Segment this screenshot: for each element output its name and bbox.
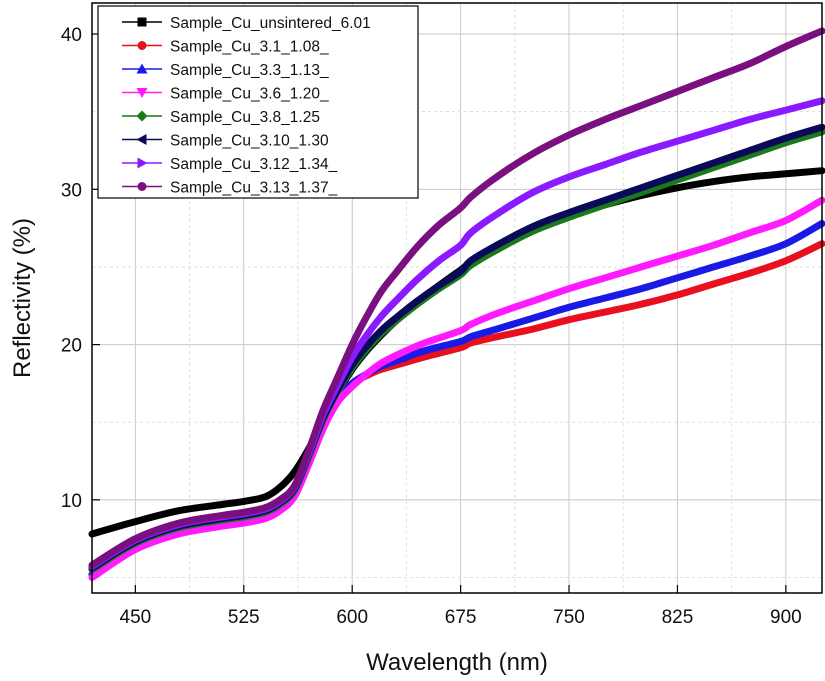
legend-marker — [137, 157, 148, 169]
x-tick-label: 450 — [120, 607, 152, 628]
y-tick-label: 10 — [61, 491, 82, 512]
series-line-0 — [88, 167, 825, 538]
legend-label: Sample_Cu_unsintered_6.01 — [170, 15, 371, 32]
legend-label: Sample_Cu_3.8_1.25 — [170, 109, 320, 126]
legend-label: Sample_Cu_3.3_1.13_ — [170, 62, 329, 79]
plot-frame — [91, 2, 823, 594]
y-tick-label: 40 — [61, 25, 82, 46]
x-tick-label: 600 — [336, 607, 368, 628]
x-tick-label: 900 — [770, 607, 802, 628]
legend-label: Sample_Cu_3.6_1.20_ — [170, 86, 329, 103]
legend-label: Sample_Cu_3.10_1.30 — [170, 133, 329, 150]
y-tick-label: 30 — [61, 180, 82, 201]
data-series — [88, 27, 825, 581]
legend-marker — [136, 88, 148, 98]
legend-marker — [137, 17, 147, 27]
legend-marker — [136, 134, 147, 145]
legend: Sample_Cu_unsintered_6.01 Sample_Cu_3.1_1… — [97, 5, 419, 199]
x-tick-label: 825 — [662, 607, 694, 628]
legend-box — [97, 5, 419, 199]
y-tick-label: 20 — [61, 336, 82, 357]
x-tick-label: 675 — [445, 607, 477, 628]
legend-label: Sample_Cu_3.13_1.37_ — [170, 180, 338, 197]
grid-lines — [92, 3, 822, 593]
legend-label: Sample_Cu_3.12_1.34_ — [170, 156, 338, 173]
x-tick-label: 525 — [228, 607, 260, 628]
x-axis-title: Wavelength (nm) — [366, 649, 548, 676]
axis-ticks — [92, 33, 787, 593]
legend-label: Sample_Cu_3.1_1.08_ — [170, 39, 329, 56]
legend-marker — [136, 110, 148, 122]
series-line-3 — [88, 196, 825, 581]
y-axis-title: Reflectivity (%) — [9, 218, 36, 378]
legend-marker — [136, 63, 148, 74]
series-line-7 — [88, 27, 825, 569]
legend-marker — [137, 182, 147, 191]
x-tick-label: 750 — [553, 607, 585, 628]
legend-marker — [137, 41, 147, 50]
tick-labels: 450 525 600 675 750 825 900 10 20 30 40 — [61, 25, 802, 628]
